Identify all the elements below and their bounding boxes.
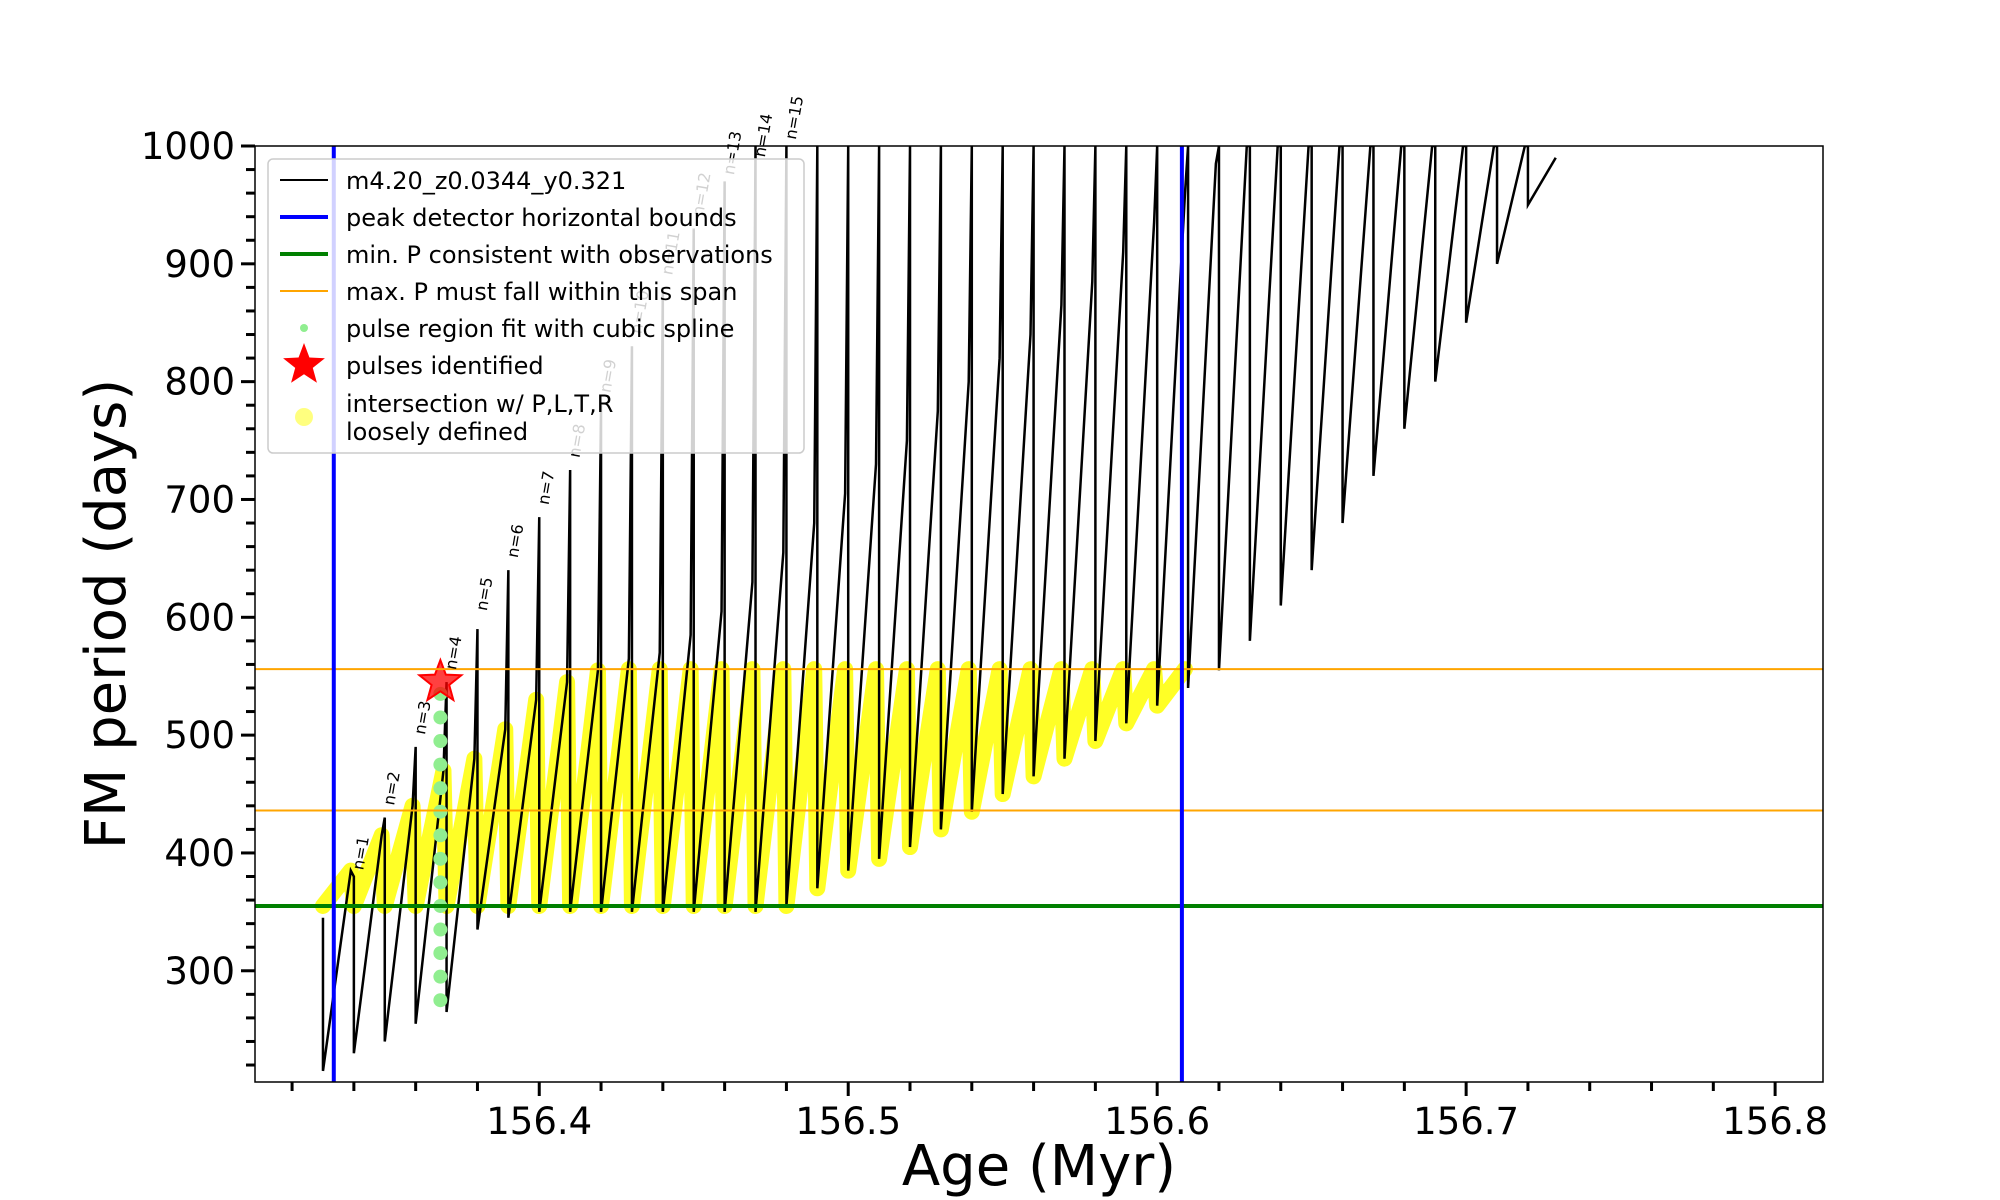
data-point — [433, 781, 448, 796]
x-tick-label: 156.7 — [1413, 1100, 1519, 1143]
legend-label: peak detector horizontal bounds — [346, 204, 737, 232]
data-point — [433, 804, 448, 819]
legend-swatch — [300, 324, 308, 332]
y-tick-label: 500 — [164, 714, 235, 757]
x-tick-label: 156.6 — [1104, 1100, 1210, 1143]
pulse-label: n=14 — [750, 112, 776, 159]
data-point — [433, 946, 448, 961]
pulse-label: n=15 — [781, 94, 807, 141]
data-point — [433, 734, 448, 749]
pulse-label: n=6 — [503, 523, 528, 560]
intersection-band — [314, 661, 1193, 914]
legend-label: intersection w/ P,L,T,R loosely defined — [346, 390, 613, 446]
pulse-label: n=3 — [410, 699, 435, 736]
data-point — [433, 851, 448, 866]
legend-label: max. P must fall within this span — [346, 278, 737, 306]
data-point — [433, 710, 448, 725]
legend-label-line: loosely defined — [346, 418, 528, 446]
x-tick-label: 156.8 — [1722, 1100, 1828, 1143]
y-axis-label: FM period (days) — [74, 379, 139, 849]
plot-frame — [254, 145, 1824, 1083]
star-marker — [416, 657, 465, 703]
pulse-label: n=4 — [441, 634, 466, 671]
data-point — [433, 922, 448, 937]
data-point — [433, 828, 448, 843]
y-tick-label: 1000 — [141, 125, 235, 168]
x-tick-label: 156.4 — [486, 1100, 592, 1143]
x-tick-label: 156.5 — [795, 1100, 901, 1143]
legend-box — [267, 158, 805, 454]
y-tick-label: 600 — [164, 596, 235, 639]
data-point — [433, 993, 448, 1008]
y-tick-label: 900 — [164, 243, 235, 286]
data-point — [433, 969, 448, 984]
legend-swatch — [283, 343, 325, 383]
y-tick-label: 400 — [164, 832, 235, 875]
y-tick-label: 700 — [164, 478, 235, 521]
legend-label: m4.20_z0.0344_y0.321 — [346, 167, 626, 195]
y-tick-label: 800 — [164, 361, 235, 404]
pulse-label: n=7 — [534, 470, 559, 507]
data-point — [433, 875, 448, 890]
data-point — [433, 757, 448, 772]
pulse-label: n=2 — [379, 770, 404, 807]
x-axis-label: Age (Myr) — [902, 1134, 1176, 1199]
legend-label: pulses identified — [346, 352, 544, 380]
legend-swatch — [295, 408, 313, 426]
plot-area — [255, 146, 1823, 1082]
y-tick-label: 300 — [164, 950, 235, 993]
legend-label: min. P consistent with observations — [346, 241, 773, 269]
legend-label-line: intersection w/ P,L,T,R — [346, 390, 613, 418]
pulse-label: n=5 — [472, 576, 497, 613]
data-line — [321, 146, 1557, 1072]
legend-label: pulse region fit with cubic spline — [346, 315, 734, 343]
